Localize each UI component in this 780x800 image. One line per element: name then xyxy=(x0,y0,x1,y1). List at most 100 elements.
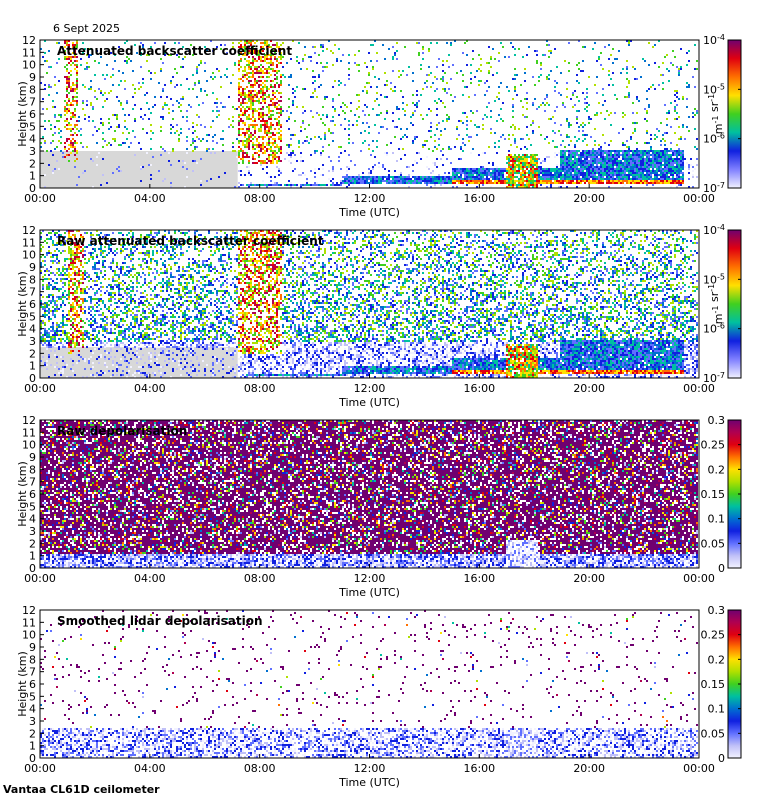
y-tick-label: 6 xyxy=(29,298,36,311)
y-tick-label: 4 xyxy=(29,133,36,146)
y-tick-label: 9 xyxy=(29,641,36,654)
y-tick-label: 3 xyxy=(29,335,36,348)
x-tick-label: 04:00 xyxy=(134,572,166,585)
y-tick-label: 6 xyxy=(29,678,36,691)
heatmap-cells xyxy=(40,420,698,554)
y-tick-label: 8 xyxy=(29,653,36,666)
x-tick-label: 00:00 xyxy=(683,572,715,585)
colorbar-tick-label: 0.15 xyxy=(701,678,726,691)
y-tick-label: 2 xyxy=(29,347,36,360)
colorbar-tick-label: 0.1 xyxy=(708,513,726,526)
x-tick-label: 04:00 xyxy=(134,382,166,395)
y-axis-label: Height (km) xyxy=(16,651,29,717)
colorbar-unit-label: m-1 sr-1 xyxy=(707,94,725,134)
y-tick-label: 12 xyxy=(22,224,36,237)
y-tick-label: 11 xyxy=(22,426,36,439)
heatmap-cells xyxy=(40,420,698,554)
x-tick-label: 00:00 xyxy=(683,382,715,395)
x-tick-label: 08:00 xyxy=(244,192,276,205)
y-tick-label: 5 xyxy=(29,120,36,133)
x-tick-label: 00:00 xyxy=(24,382,56,395)
colorbar-tick-label: 0.25 xyxy=(701,629,726,642)
heatmap-cells xyxy=(64,42,282,164)
y-tick-label: 4 xyxy=(29,323,36,336)
y-tick-label: 5 xyxy=(29,500,36,513)
y-tick-label: 7 xyxy=(29,286,36,299)
y-tick-label: 2 xyxy=(29,727,36,740)
y-axis-label: Height (km) xyxy=(16,461,29,527)
x-axis-label: Time (UTC) xyxy=(338,396,400,409)
colorbar-tick-label: 10-4 xyxy=(703,223,725,237)
y-tick-label: 11 xyxy=(22,236,36,249)
colorbar-tick-label: 10-6 xyxy=(703,132,725,146)
heatmap-cells xyxy=(44,616,686,728)
y-tick-label: 2 xyxy=(29,157,36,170)
y-tick-label: 8 xyxy=(29,273,36,286)
x-tick-label: 20:00 xyxy=(573,762,605,775)
colorbar-tick-label: 0.3 xyxy=(708,414,726,427)
heatmap-cells xyxy=(40,728,698,758)
colorbar-tick-label: 0.2 xyxy=(708,653,726,666)
y-tick-label: 7 xyxy=(29,96,36,109)
colorbar-tick-label: 0.25 xyxy=(701,439,726,452)
y-tick-label: 3 xyxy=(29,525,36,538)
x-tick-label: 20:00 xyxy=(573,192,605,205)
y-tick-label: 3 xyxy=(29,715,36,728)
x-axis-label: Time (UTC) xyxy=(338,206,400,219)
heatmap-cells xyxy=(40,342,698,378)
chart-title: Smoothed lidar depolarisation xyxy=(57,614,263,628)
colorbar-tick-label: 10-5 xyxy=(703,272,725,286)
x-tick-label: 12:00 xyxy=(354,572,386,585)
colorbar-tick-label: 0.1 xyxy=(708,703,726,716)
colorbar-tick-label: 10-5 xyxy=(703,82,725,96)
y-tick-label: 8 xyxy=(29,83,36,96)
colorbar-tick-label: 0.05 xyxy=(701,727,726,740)
y-tick-label: 11 xyxy=(22,616,36,629)
heatmap-cells xyxy=(40,40,698,188)
x-tick-label: 00:00 xyxy=(24,762,56,775)
colorbar: 0.3 0.25 0.2 0.15 0.1 0.05 0 xyxy=(701,604,742,765)
x-tick-label: 16:00 xyxy=(463,192,495,205)
y-tick-label: 2 xyxy=(29,537,36,550)
y-tick-label: 9 xyxy=(29,451,36,464)
missing-data-region xyxy=(40,151,238,188)
y-tick-label: 5 xyxy=(29,310,36,323)
y-tick-label: 10 xyxy=(22,59,36,72)
colorbar-tick-label: 10-7 xyxy=(703,181,725,195)
x-tick-label: 08:00 xyxy=(244,762,276,775)
colorbar-tick-label: 0 xyxy=(718,752,725,765)
y-tick-label: 7 xyxy=(29,666,36,679)
x-tick-label: 20:00 xyxy=(573,572,605,585)
x-tick-label: 00:00 xyxy=(24,192,56,205)
colorbar-tick-label: 0 xyxy=(718,562,725,575)
colorbar-tick-label: 0.3 xyxy=(708,604,726,617)
y-tick-label: 7 xyxy=(29,476,36,489)
y-tick-label: 12 xyxy=(22,414,36,427)
y-tick-label: 12 xyxy=(22,604,36,617)
y-tick-label: 10 xyxy=(22,629,36,642)
y-tick-label: 8 xyxy=(29,463,36,476)
y-tick-label: 0 xyxy=(29,182,36,195)
colorbar-gradient xyxy=(727,229,742,379)
y-axis-label: Height (km) xyxy=(16,271,29,337)
colorbar-tick-label: 10-7 xyxy=(703,371,725,385)
x-tick-label: 08:00 xyxy=(244,572,276,585)
y-tick-label: 0 xyxy=(29,372,36,385)
y-tick-label: 11 xyxy=(22,46,36,59)
x-tick-label: 16:00 xyxy=(463,762,495,775)
y-tick-label: 10 xyxy=(22,439,36,452)
x-tick-label: 04:00 xyxy=(134,762,166,775)
heatmap-cells xyxy=(40,420,698,554)
y-tick-label: 0 xyxy=(29,752,36,765)
colorbar-tick-label: 0.2 xyxy=(708,463,726,476)
y-axis-label: Height (km) xyxy=(16,81,29,147)
x-tick-label: 20:00 xyxy=(573,382,605,395)
chart-title: Raw attenuated backscatter coefficient xyxy=(57,234,324,248)
heatmap-cells xyxy=(40,610,698,758)
y-tick-label: 9 xyxy=(29,71,36,84)
colorbar-tick-label: 0.05 xyxy=(701,537,726,550)
